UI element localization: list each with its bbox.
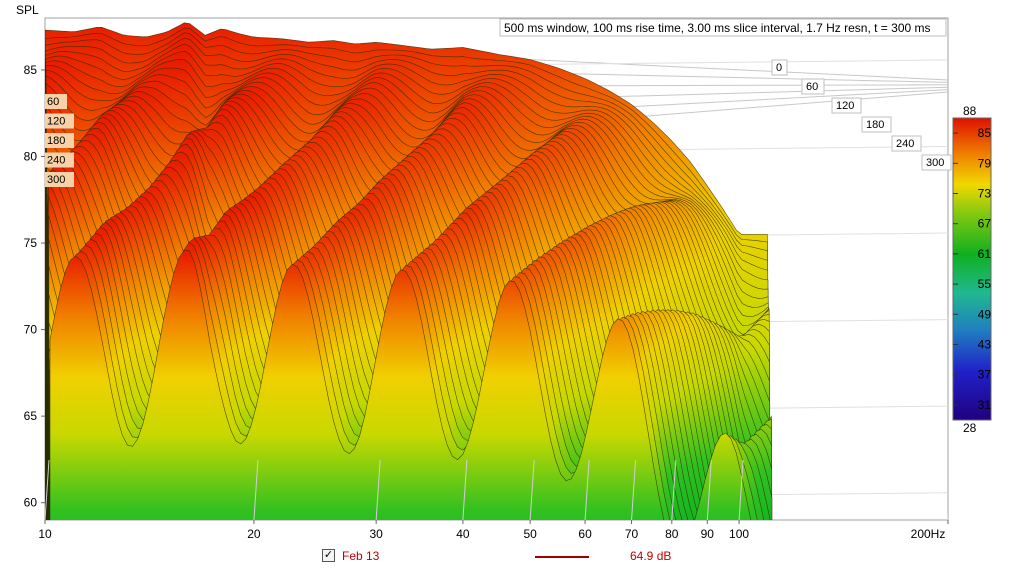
y-axis-label: SPL (16, 3, 39, 17)
colorbar-tick-label: 67 (978, 217, 992, 231)
time-label-box (861, 116, 892, 133)
colorbar-tick-label: 37 (978, 368, 992, 382)
floor-grid-line (529, 459, 535, 520)
chart-title-box: 500 ms window, 100 ms rise time, 3.00 ms… (499, 18, 947, 37)
colorbar-min-label: 28 (963, 421, 977, 435)
legend-series-line (535, 556, 589, 558)
time-label-box (801, 78, 825, 95)
x-tick-label: 50 (523, 527, 537, 541)
x-axis: 10 20 30 40 50 60 70 80 90 100 200Hz (38, 520, 949, 541)
time-label-right: 60 (806, 81, 818, 93)
time-label-box (831, 97, 862, 114)
time-axis-left: 60 120 180 240 300 (45, 94, 74, 187)
colorbar-tick-label: 43 (978, 338, 992, 352)
x-tick-label: 90 (701, 527, 715, 541)
x-tick-label: 30 (369, 527, 383, 541)
legend-series-value: 64.9 dB (630, 549, 672, 563)
colorbar-tick-label: 61 (978, 247, 992, 261)
time-label-box (45, 133, 74, 148)
time-label-left: 60 (47, 96, 59, 108)
x-tick-label: 20 (247, 527, 261, 541)
floor-grid-line (253, 459, 259, 520)
colorbar-tick-label: 85 (978, 126, 992, 140)
colorbar-tick-label: 73 (978, 187, 992, 201)
legend: ✓ Feb 13 64.9 dB (322, 548, 722, 566)
time-label-box (45, 172, 74, 187)
colorbar-tick-label: 31 (978, 398, 992, 412)
x-tick-label: 80 (665, 527, 679, 541)
colorbar-max-label: 88 (963, 104, 977, 118)
y-tick-label: 80 (24, 149, 38, 163)
colorbar-tick-label: 55 (978, 277, 992, 291)
floor-grid-line (947, 512, 948, 520)
time-label-box (45, 152, 74, 168)
floor-grid-line (375, 459, 381, 520)
floor-grid-line (45, 459, 50, 520)
time-label-box (771, 59, 788, 76)
colorbar-ramp (952, 117, 992, 421)
legend-series-name: Feb 13 (342, 549, 380, 563)
time-label-box (921, 154, 952, 171)
y-tick-label: 75 (24, 236, 38, 250)
x-tick-label: 100 (729, 527, 749, 541)
time-label-left: 180 (47, 135, 65, 147)
floor-grid-line (671, 459, 677, 520)
x-tick-label: 200Hz (911, 527, 946, 541)
chart-title: 500 ms window, 100 ms rise time, 3.00 ms… (504, 21, 931, 35)
colorbar-tick-label: 49 (978, 307, 992, 321)
colorbar-tick-label: 79 (978, 156, 992, 170)
x-tick-label: 70 (625, 527, 639, 541)
colorbar: 88 28 85 79 73 67 61 55 49 43 37 31 (952, 104, 992, 435)
floor-grid-line (584, 459, 590, 520)
series-visibility-checkbox[interactable]: ✓ (322, 549, 335, 562)
floor-grid (45, 459, 948, 520)
waterfall-slice (49, 249, 752, 520)
floor-grid-line (706, 459, 712, 520)
x-tick-label: 40 (456, 527, 470, 541)
time-label-right: 240 (896, 138, 914, 150)
x-tick-label: 10 (38, 527, 52, 541)
time-label-right: 300 (926, 157, 944, 169)
time-label-right: 120 (836, 100, 854, 112)
time-label-right: 180 (866, 119, 884, 131)
waterfall-surface (45, 22, 773, 520)
time-label-left: 300 (47, 174, 65, 186)
floor-grid-line (738, 459, 744, 520)
floor-grid-line (462, 459, 468, 520)
y-tick-label: 70 (24, 323, 38, 337)
y-tick-label: 65 (24, 409, 38, 423)
y-tick-label: 60 (24, 496, 38, 510)
time-label-right: 0 (776, 62, 782, 74)
time-axis-right: 0 60 120 180 240 300 (771, 59, 952, 171)
y-tick-label: 85 (24, 63, 38, 77)
time-label-box (891, 135, 922, 152)
time-label-left: 240 (47, 155, 65, 167)
y-axis: 60 65 70 75 80 85 (24, 63, 45, 510)
time-label-box (45, 94, 67, 109)
time-label-left: 120 (47, 116, 65, 128)
time-label-box (45, 113, 74, 129)
floor-grid-line (631, 459, 637, 520)
x-tick-label: 60 (578, 527, 592, 541)
